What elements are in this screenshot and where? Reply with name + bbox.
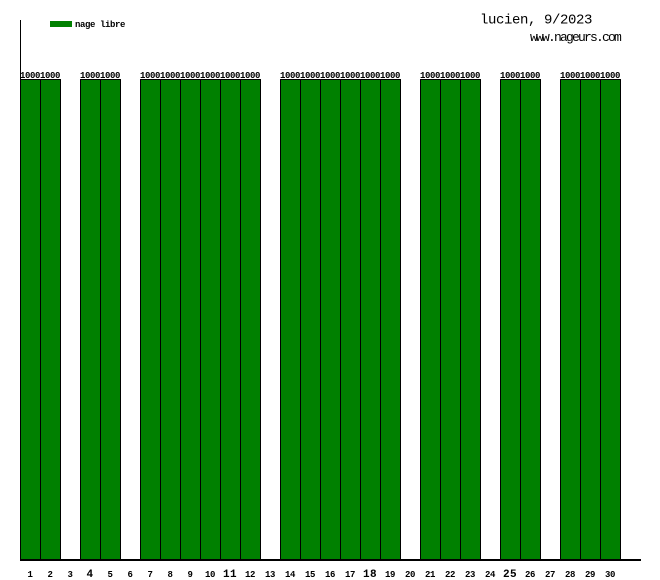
- svg-text:6: 6: [127, 570, 132, 580]
- svg-text:1000: 1000: [380, 71, 400, 81]
- svg-text:17: 17: [345, 570, 355, 580]
- svg-text:8: 8: [167, 570, 172, 580]
- svg-text:25: 25: [503, 569, 517, 580]
- svg-text:1000: 1000: [20, 71, 40, 81]
- svg-text:1000: 1000: [140, 71, 160, 81]
- svg-text:1000: 1000: [420, 71, 440, 81]
- svg-text:24: 24: [485, 570, 496, 580]
- svg-text:1000: 1000: [580, 71, 600, 81]
- svg-text:1000: 1000: [280, 71, 300, 81]
- svg-text:1000: 1000: [560, 71, 580, 81]
- svg-text:27: 27: [545, 570, 555, 580]
- svg-text:lucien, 9/2023: lucien, 9/2023: [480, 13, 592, 29]
- svg-text:30: 30: [605, 570, 615, 580]
- svg-text:1000: 1000: [300, 71, 320, 81]
- svg-text:1000: 1000: [360, 71, 380, 81]
- svg-text:1000: 1000: [240, 71, 260, 81]
- svg-text:15: 15: [305, 570, 315, 580]
- svg-text:22: 22: [445, 570, 455, 580]
- svg-text:12: 12: [245, 570, 255, 580]
- svg-text:26: 26: [525, 570, 535, 580]
- svg-text:14: 14: [285, 570, 296, 580]
- svg-text:www.nageurs.com: www.nageurs.com: [530, 30, 622, 45]
- svg-text:1000: 1000: [320, 71, 340, 81]
- svg-text:1000: 1000: [220, 71, 240, 81]
- svg-text:1000: 1000: [340, 71, 360, 81]
- svg-text:18: 18: [363, 569, 377, 580]
- svg-text:1000: 1000: [460, 71, 480, 81]
- svg-text:23: 23: [465, 570, 475, 580]
- svg-text:1000: 1000: [500, 71, 520, 81]
- svg-text:1000: 1000: [200, 71, 220, 81]
- svg-text:13: 13: [265, 570, 275, 580]
- svg-text:1000: 1000: [600, 71, 620, 81]
- svg-text:1: 1: [27, 570, 33, 580]
- svg-text:21: 21: [425, 570, 436, 580]
- svg-text:2: 2: [47, 570, 52, 580]
- svg-text:nage libre: nage libre: [75, 20, 125, 30]
- svg-text:1000: 1000: [160, 71, 180, 81]
- svg-text:20: 20: [405, 570, 415, 580]
- svg-text:16: 16: [325, 570, 335, 580]
- svg-text:3: 3: [67, 570, 72, 580]
- svg-text:19: 19: [385, 570, 395, 580]
- svg-text:10: 10: [205, 570, 215, 580]
- svg-text:1000: 1000: [440, 71, 460, 81]
- svg-text:4: 4: [86, 569, 93, 580]
- svg-text:1000: 1000: [180, 71, 200, 81]
- svg-text:9: 9: [187, 570, 192, 580]
- svg-text:11: 11: [223, 569, 237, 580]
- svg-text:28: 28: [565, 570, 575, 580]
- svg-text:1000: 1000: [100, 71, 120, 81]
- svg-text:1000: 1000: [40, 71, 60, 81]
- svg-text:1000: 1000: [520, 71, 540, 81]
- svg-text:7: 7: [147, 570, 152, 580]
- svg-text:29: 29: [585, 570, 595, 580]
- svg-text:1000: 1000: [80, 71, 100, 81]
- svg-text:5: 5: [107, 570, 112, 580]
